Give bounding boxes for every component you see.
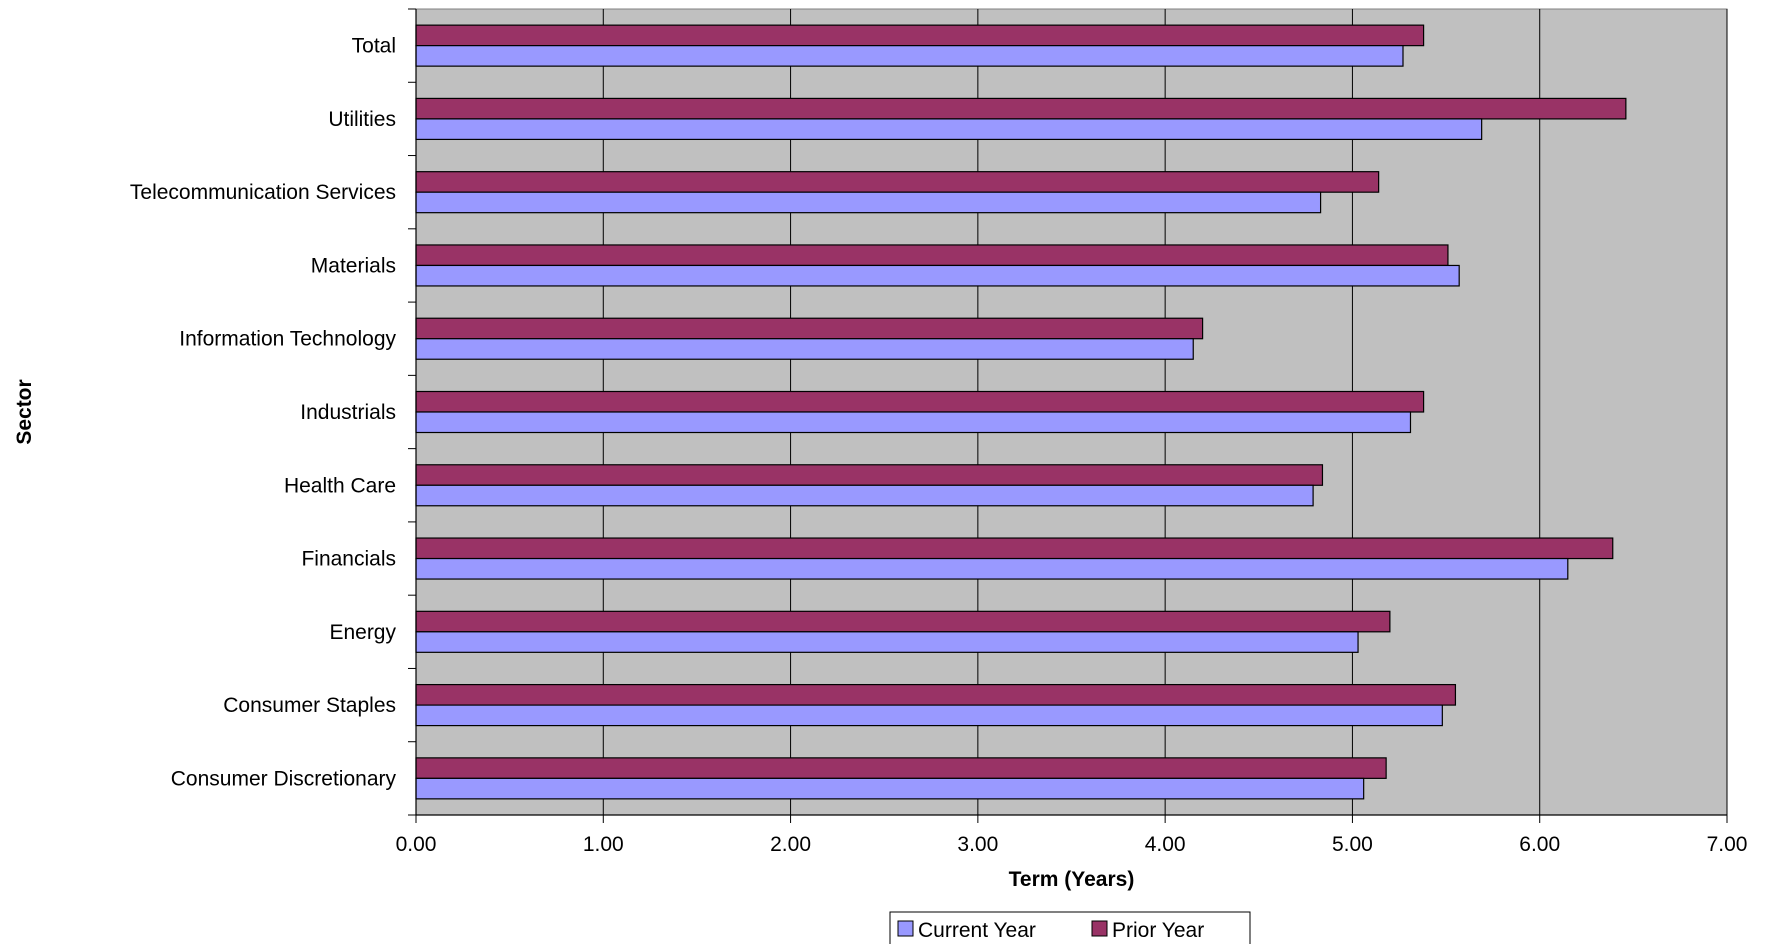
bar-prior-year xyxy=(415,171,1380,193)
bar-current-year xyxy=(415,338,1194,360)
bar-current-year xyxy=(415,45,1404,67)
category-label: Industrials xyxy=(300,401,396,424)
x-tick-labels: 0.00 1.00 2.00 3.00 4.00 5.00 6.00 7.00 xyxy=(396,833,1748,856)
legend-label: Prior Year xyxy=(1112,919,1204,942)
x-tick-label: 1.00 xyxy=(583,833,624,856)
x-axis-title: Term (Years) xyxy=(1009,868,1135,891)
bar-current-year xyxy=(415,411,1412,434)
category-label: Materials xyxy=(311,254,396,277)
bar-prior-year xyxy=(415,390,1425,413)
x-tick-label: 2.00 xyxy=(770,833,811,856)
x-tick-label: 7.00 xyxy=(1707,833,1748,856)
legend-swatch xyxy=(897,920,914,937)
bars xyxy=(415,24,1627,800)
category-label: Information Technology xyxy=(179,328,396,351)
bar-prior-year xyxy=(415,683,1457,706)
category-label: Consumer Discretionary xyxy=(171,767,397,790)
legend-label: Current Year xyxy=(918,919,1036,942)
category-label: Utilities xyxy=(328,108,396,131)
x-tick-label: 4.00 xyxy=(1145,833,1186,856)
x-tick-label: 3.00 xyxy=(957,833,998,856)
category-label: Energy xyxy=(329,621,396,644)
legend: Current Year Prior Year xyxy=(889,911,1251,944)
axes xyxy=(408,8,1728,823)
bar-prior-year xyxy=(415,24,1425,47)
bar-current-year xyxy=(415,777,1365,800)
bar-prior-year xyxy=(415,610,1391,633)
category-label: Telecommunication Services xyxy=(130,181,396,204)
bar-current-year xyxy=(415,118,1483,141)
bar-prior-year xyxy=(415,464,1324,486)
bar-current-year xyxy=(415,704,1443,727)
bar-current-year xyxy=(415,191,1322,214)
x-tick-label: 6.00 xyxy=(1519,833,1560,856)
category-label: Financials xyxy=(301,548,396,571)
category-label: Health Care xyxy=(284,474,396,497)
bar-current-year xyxy=(415,484,1314,507)
bar-prior-year xyxy=(415,317,1204,340)
category-label: Total xyxy=(352,35,396,58)
category-label: Consumer Staples xyxy=(223,694,396,717)
bar-prior-year xyxy=(415,244,1449,267)
bar-current-year xyxy=(415,557,1569,580)
bar-prior-year xyxy=(415,537,1614,560)
bar-current-year xyxy=(415,264,1460,287)
legend-swatch xyxy=(1091,920,1108,937)
y-axis-title: Sector xyxy=(13,379,36,444)
category-labels: Total Utilities Telecommunication Services… xyxy=(130,35,397,791)
bar-current-year xyxy=(415,631,1359,653)
x-tick-label: 0.00 xyxy=(396,833,437,856)
x-tick-label: 5.00 xyxy=(1332,833,1373,856)
bar-prior-year xyxy=(415,757,1387,779)
bar-prior-year xyxy=(415,97,1627,120)
legend-box xyxy=(889,911,1251,944)
